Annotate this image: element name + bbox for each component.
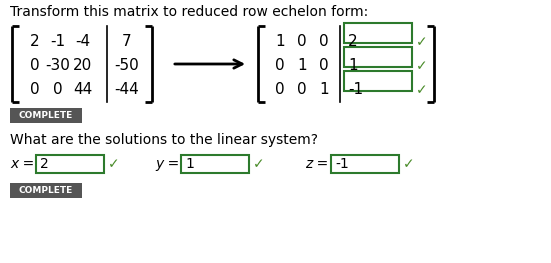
Bar <box>10 183 82 198</box>
Text: 0: 0 <box>275 83 285 98</box>
Bar <box>344 47 412 67</box>
Text: 1: 1 <box>297 58 307 73</box>
Text: 7: 7 <box>122 34 132 49</box>
Text: 0: 0 <box>30 83 40 98</box>
Bar <box>344 23 412 43</box>
Text: -1: -1 <box>51 34 66 49</box>
Text: z =: z = <box>305 157 328 171</box>
Text: 0: 0 <box>30 58 40 73</box>
Text: 2: 2 <box>30 34 40 49</box>
Text: -50: -50 <box>115 58 139 73</box>
Text: 1: 1 <box>319 83 329 98</box>
Text: ✓: ✓ <box>403 157 414 171</box>
Text: 0: 0 <box>319 58 329 73</box>
Text: What are the solutions to the linear system?: What are the solutions to the linear sys… <box>10 133 318 147</box>
Text: ✓: ✓ <box>416 83 428 97</box>
Text: 0: 0 <box>319 34 329 49</box>
Bar <box>181 155 249 173</box>
Text: -4: -4 <box>75 34 90 49</box>
Text: Transform this matrix to reduced row echelon form:: Transform this matrix to reduced row ech… <box>10 5 368 19</box>
Text: x =: x = <box>10 157 34 171</box>
Text: 2: 2 <box>40 157 48 171</box>
Text: 0: 0 <box>297 83 307 98</box>
Text: 0: 0 <box>275 58 285 73</box>
Text: 44: 44 <box>73 83 93 98</box>
Bar <box>331 155 399 173</box>
Text: -1: -1 <box>335 157 349 171</box>
Bar <box>36 155 104 173</box>
Text: 1: 1 <box>275 34 285 49</box>
Text: COMPLETE: COMPLETE <box>19 111 73 120</box>
Text: COMPLETE: COMPLETE <box>19 186 73 195</box>
Text: 20: 20 <box>73 58 93 73</box>
Text: 2: 2 <box>348 34 358 49</box>
Text: ✓: ✓ <box>108 157 120 171</box>
Text: 0: 0 <box>53 83 63 98</box>
Text: 0: 0 <box>297 34 307 49</box>
Text: -44: -44 <box>115 83 139 98</box>
Text: ✓: ✓ <box>253 157 264 171</box>
Bar <box>10 108 82 123</box>
Text: ✓: ✓ <box>416 35 428 49</box>
Text: 1: 1 <box>348 58 358 73</box>
Text: ✓: ✓ <box>416 59 428 73</box>
Bar <box>344 71 412 91</box>
Text: y =: y = <box>155 157 179 171</box>
Text: -30: -30 <box>46 58 71 73</box>
Text: -1: -1 <box>348 83 363 98</box>
Text: 1: 1 <box>185 157 194 171</box>
